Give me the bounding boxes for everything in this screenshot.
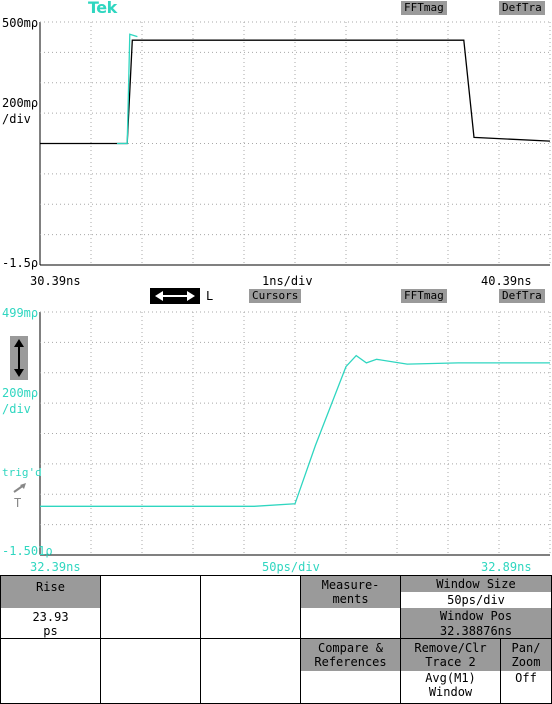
- rise-unit: ps: [43, 624, 58, 638]
- bottom-y-scale-label: 200mρ: [2, 386, 39, 400]
- top-x-center-label: 1ns/div: [262, 274, 313, 288]
- horizontal-arrows-icon[interactable]: [150, 288, 200, 304]
- cursors-tag[interactable]: Cursors: [249, 289, 302, 303]
- bottom-y-max-label: 499mρ: [2, 306, 39, 320]
- window-pos-value[interactable]: 32.38876ns: [401, 624, 551, 638]
- empty-menu-slot-1: [100, 575, 201, 639]
- compare-references-label: Compare & References: [301, 639, 400, 671]
- top-trace-1: [117, 33, 138, 145]
- bottom-y-min-label: -1.501ρ: [2, 544, 53, 558]
- window-controls-box[interactable]: Window Size 50ps/div Window Pos 32.38876…: [400, 575, 552, 639]
- bottom-x-left-label: 32.39ns: [30, 560, 81, 574]
- bottom-x-center-label: 50ps/div: [262, 560, 320, 574]
- bottom-trace-0: [40, 354, 550, 507]
- top-y-div-label: /div: [2, 112, 31, 126]
- empty-menu-slot-3: [0, 638, 101, 704]
- window-size-header: Window Size: [401, 576, 551, 592]
- tek-logo: Tek: [88, 0, 117, 17]
- remove-clear-label: Remove/Clr Trace 2: [401, 639, 500, 671]
- deftra-tag-top[interactable]: DefTra: [499, 1, 545, 15]
- window-size-value[interactable]: 50ps/div: [401, 592, 551, 608]
- trigger-t-label: T: [14, 496, 22, 510]
- fftmag-tag-top[interactable]: FFTmag: [401, 1, 447, 15]
- pan-zoom-label: Pan/ Zoom: [501, 639, 551, 671]
- rise-measurement-box[interactable]: Rise 23.93 ps: [0, 575, 101, 639]
- pan-zoom-button[interactable]: Pan/ Zoom Off: [500, 638, 552, 704]
- cursor-l-label: L: [206, 289, 214, 303]
- top-x-right-label: 40.39ns: [481, 274, 532, 288]
- vertical-arrows-icon[interactable]: [10, 336, 28, 380]
- window-pos-header: Window Pos: [401, 608, 551, 624]
- top-y-min-label: -1.5ρ: [2, 256, 39, 270]
- rise-header: Rise: [1, 576, 100, 608]
- measurements-button[interactable]: Measure- ments: [300, 575, 401, 639]
- rise-value: 23.93: [32, 610, 69, 624]
- pan-zoom-value: Off: [515, 671, 537, 685]
- top-y-scale-label: 200mρ: [2, 96, 39, 110]
- deftra-tag-bottom[interactable]: DefTra: [499, 289, 545, 303]
- bottom-graticule: [39, 311, 551, 556]
- remove-clear-value: Avg(M1) Window: [425, 671, 476, 699]
- trigger-arrow-icon: [12, 482, 28, 494]
- trigd-label: trig'd: [2, 466, 42, 479]
- bottom-y-div-label: /div: [2, 402, 31, 416]
- remove-clear-button[interactable]: Remove/Clr Trace 2 Avg(M1) Window: [400, 638, 501, 704]
- empty-menu-slot-4: [100, 638, 201, 704]
- waveform-display: [39, 21, 551, 556]
- waveform-traces: [40, 33, 551, 507]
- fftmag-tag-bottom[interactable]: FFTmag: [401, 289, 447, 303]
- empty-menu-slot-5: [200, 638, 301, 704]
- top-trace-0: [40, 39, 551, 145]
- bottom-x-right-label: 32.89ns: [481, 560, 532, 574]
- top-x-left-label: 30.39ns: [30, 274, 81, 288]
- measurements-label: Measure- ments: [301, 576, 400, 608]
- compare-references-button[interactable]: Compare & References: [300, 638, 401, 704]
- empty-menu-slot-2: [200, 575, 301, 639]
- bottom-menu: Rise 23.93 ps Measure- ments Window Size…: [0, 575, 552, 704]
- top-y-max-label: 500mρ: [2, 16, 39, 30]
